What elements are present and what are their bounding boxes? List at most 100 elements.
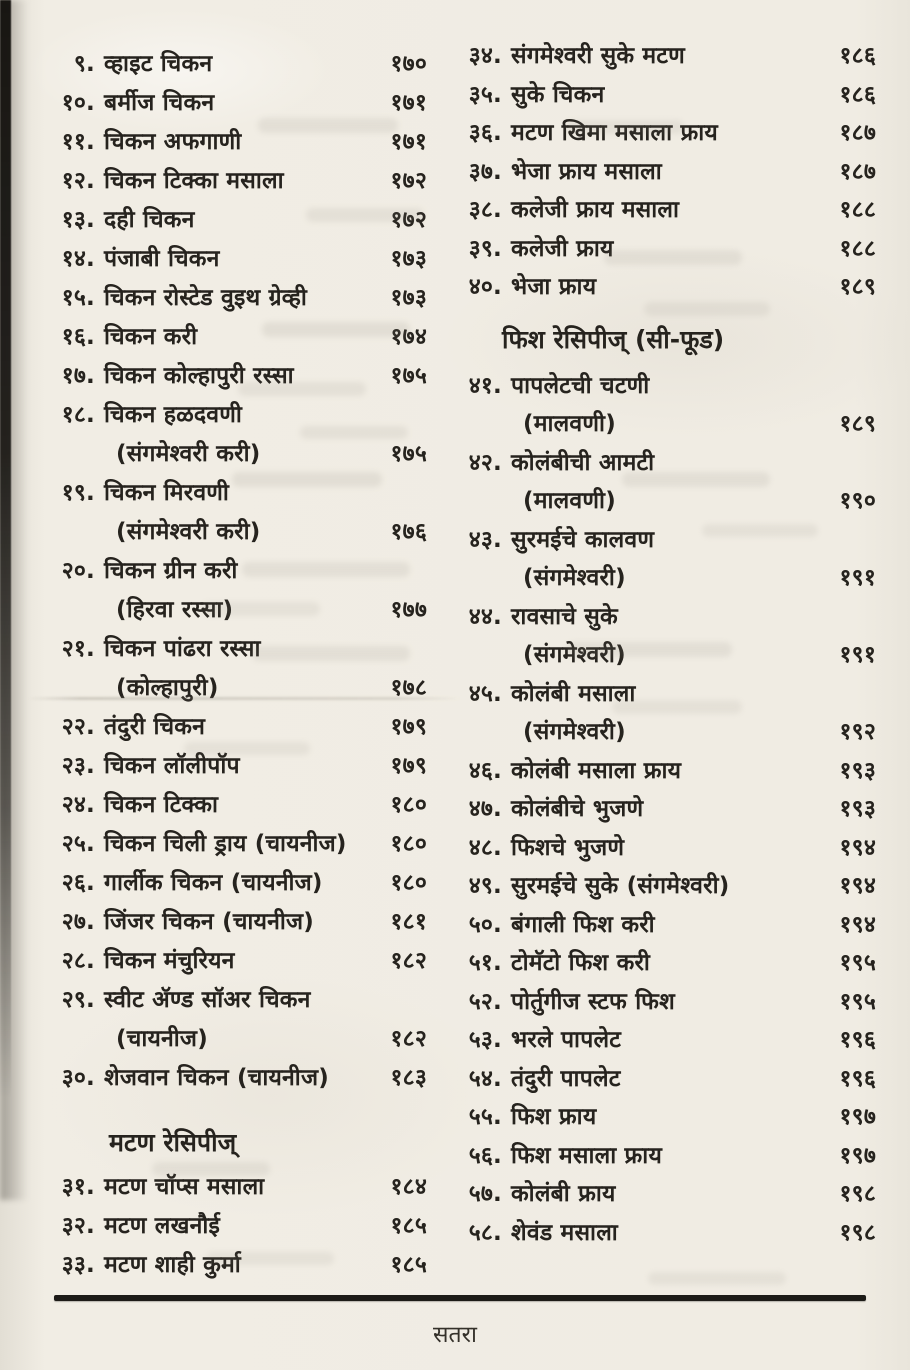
entry-number: २३. bbox=[61, 753, 95, 779]
toc-entry-line: २८. चिकन मंचुरियन १८२ bbox=[45, 943, 427, 982]
entry-page-number: १८२ bbox=[390, 1026, 427, 1052]
entry-page-number: १९८ bbox=[839, 1181, 876, 1207]
entry-page-number: १८० bbox=[390, 792, 427, 818]
entry-page-number: १८७ bbox=[839, 158, 876, 185]
entry-number: १२. bbox=[61, 168, 95, 194]
entry-page-number: १९५ bbox=[839, 988, 876, 1015]
toc-entry: ३९. कलेजी फ्राय १८८ bbox=[452, 231, 876, 270]
entry-number: १०. bbox=[61, 90, 95, 116]
toc-entry-line: ५८. शेवंड मसाला १९८ bbox=[452, 1215, 876, 1254]
entry-number: ३६. bbox=[468, 120, 502, 146]
entry-title: चिकन लॉलीपॉप bbox=[104, 753, 240, 779]
entry-title: पंजाबी चिकन bbox=[104, 246, 220, 272]
entry-number: ४०. bbox=[468, 274, 502, 300]
entry-number: २०. bbox=[61, 558, 95, 584]
entry-title: कोलंबी मसाला फ्राय bbox=[511, 757, 682, 784]
toc-entry-line: ५६. फिश मसाला फ्राय १९७ bbox=[452, 1138, 876, 1177]
toc-entry-line: ३९. कलेजी फ्राय १८८ bbox=[452, 231, 876, 270]
entry-title: संगमेश्वरी सुके मटण bbox=[511, 43, 685, 69]
entry-title: चिकन पांढरा रस्सा bbox=[104, 636, 261, 662]
bleedthrough-mark bbox=[644, 302, 770, 316]
toc-entry-line: ४४. रावसाचे सुके bbox=[452, 599, 876, 638]
toc-entry-line: ५४. तंदुरी पापलेट १९६ bbox=[452, 1061, 876, 1100]
entry-page-number: १९८ bbox=[839, 1219, 876, 1246]
entry-page-number: १८९ bbox=[839, 411, 876, 437]
entry-number: ४२. bbox=[468, 449, 502, 476]
entry-number: ३७. bbox=[468, 158, 502, 185]
toc-entry: २७. जिंजर चिकन (चायनीज) १८१ bbox=[45, 904, 427, 943]
entry-number: ५६. bbox=[468, 1142, 502, 1169]
toc-entry-line: ३२. मटण लखनौई १८५ bbox=[45, 1208, 427, 1247]
toc-entry: ३१. मटण चॉप्स मसाला १८४ bbox=[45, 1169, 427, 1208]
entry-page-number: १८५ bbox=[390, 1252, 427, 1278]
entry-title: स्वीट ॲण्ड सॉअर चिकन bbox=[104, 987, 311, 1013]
entry-page-number: १८६ bbox=[839, 81, 876, 108]
entry-title: कोलंबी फ्राय bbox=[511, 1181, 616, 1207]
entry-title: कलेजी फ्राय मसाला bbox=[511, 197, 680, 223]
toc-entry-line: २६. गार्लीक चिकन (चायनीज) १८० bbox=[45, 865, 427, 904]
bleedthrough-mark bbox=[622, 472, 770, 487]
entry-title: मटण शाही कुर्मा bbox=[104, 1252, 241, 1278]
toc-entry: ५३. भरले पापलेट १९६ bbox=[452, 1022, 876, 1061]
toc-entry-line: (मालवणी) १९० bbox=[452, 483, 876, 522]
entry-title: मटण लखनौई bbox=[104, 1213, 221, 1239]
toc-entry: ४३. सुरमईचे कालवण (संगमेश्वरी) १९१ bbox=[452, 522, 876, 599]
toc-entry-line: १९. चिकन मिरवणी bbox=[45, 475, 427, 514]
entry-page-number: १८६ bbox=[839, 43, 876, 69]
entry-number: ४३. bbox=[468, 526, 502, 553]
bleedthrough-mark bbox=[566, 642, 732, 657]
entry-number: ५०. bbox=[468, 911, 502, 938]
toc-entry-line: ३६. मटण खिमा मसाला फ्राय १८७ bbox=[452, 115, 876, 154]
toc-entry: ५७. कोलंबी फ्राय १९८ bbox=[452, 1176, 876, 1215]
entry-page-number: १७० bbox=[390, 51, 427, 77]
toc-entry-line: (संगमेश्वरी करी) १७५ bbox=[45, 436, 427, 475]
bleedthrough-mark bbox=[306, 208, 424, 222]
toc-entry-line: १२. चिकन टिक्का मसाला १७२ bbox=[45, 163, 427, 202]
entry-page-number: १९६ bbox=[839, 1065, 876, 1092]
entry-page-number: १९३ bbox=[839, 796, 876, 822]
toc-entry: २५. चिकन चिली ड्राय (चायनीज) १८० bbox=[45, 826, 427, 865]
entry-page-number: १७५ bbox=[390, 441, 427, 467]
toc-entry: ३७. भेजा फ्राय मसाला १८७ bbox=[452, 154, 876, 193]
toc-entry: २४. चिकन टिक्का १८० bbox=[45, 787, 427, 826]
entry-title: व्हाइट चिकन bbox=[104, 51, 213, 77]
toc-entry: ३८. कलेजी फ्राय मसाला १८८ bbox=[452, 192, 876, 231]
toc-column-left: ९. व्हाइट चिकन १७० १०. बर्मीज चिकन १७१ ११. चिकन… bbox=[45, 46, 427, 1286]
entry-title: चिकन कोल्हापुरी रस्सा bbox=[104, 363, 294, 389]
toc-entry-line: ४५. कोलंबी मसाला bbox=[452, 676, 876, 715]
toc-entry: ३४. संगमेश्वरी सुके मटण १८६ bbox=[452, 38, 876, 77]
entry-number: ५८. bbox=[468, 1219, 502, 1246]
entry-page-number: १८० bbox=[390, 831, 427, 857]
entry-page-number: १९७ bbox=[839, 1142, 876, 1169]
bleedthrough-mark bbox=[648, 1272, 786, 1285]
entry-page-number: १९३ bbox=[839, 757, 876, 784]
entry-subtitle: (मालवणी) bbox=[523, 488, 616, 514]
entry-title: कोलंबीची आमटी bbox=[511, 449, 655, 476]
entry-title: जिंजर चिकन (चायनीज) bbox=[104, 909, 315, 935]
toc-entry: ५४. तंदुरी पापलेट १९६ bbox=[452, 1061, 876, 1100]
bleedthrough-mark bbox=[238, 382, 366, 396]
entry-page-number: १८८ bbox=[839, 197, 876, 223]
entry-subtitle: (संगमेश्वरी करी) bbox=[116, 441, 261, 467]
toc-entry: २६. गार्लीक चिकन (चायनीज) १८० bbox=[45, 865, 427, 904]
entry-number: १३. bbox=[61, 207, 95, 233]
toc-entry-line: ४६. कोलंबी मसाला फ्राय १९३ bbox=[452, 753, 876, 792]
entry-title: चिकन टिक्का bbox=[104, 792, 219, 818]
entry-number: १८. bbox=[61, 402, 95, 428]
toc-entry-line: ४७. कोलंबीचे भुजणे १९३ bbox=[452, 791, 876, 830]
entry-number: ४४. bbox=[468, 603, 502, 630]
entry-number: ९. bbox=[73, 51, 95, 77]
toc-entry-line: ५१. टोमॅटो फिश करी १९५ bbox=[452, 945, 876, 984]
toc-entry: ४४. रावसाचे सुके (संगमेश्वरी) १९१ bbox=[452, 599, 876, 676]
toc-column-right: ३४. संगमेश्वरी सुके मटण १८६ ३५. सुके चिकन १८६… bbox=[452, 38, 876, 1253]
entry-number: ५१. bbox=[468, 950, 502, 976]
entry-number: ४९. bbox=[468, 873, 502, 899]
toc-entry-line: ३७. भेजा फ्राय मसाला १८७ bbox=[452, 154, 876, 193]
toc-entry-line: ५७. कोलंबी फ्राय १९८ bbox=[452, 1176, 876, 1215]
entry-page-number: १७५ bbox=[390, 363, 427, 389]
entry-title: भेजा फ्राय bbox=[511, 274, 597, 300]
entry-title: पापलेटची चटणी bbox=[511, 372, 650, 399]
entry-page-number: १८२ bbox=[390, 948, 427, 974]
bleedthrough-mark bbox=[252, 646, 410, 661]
